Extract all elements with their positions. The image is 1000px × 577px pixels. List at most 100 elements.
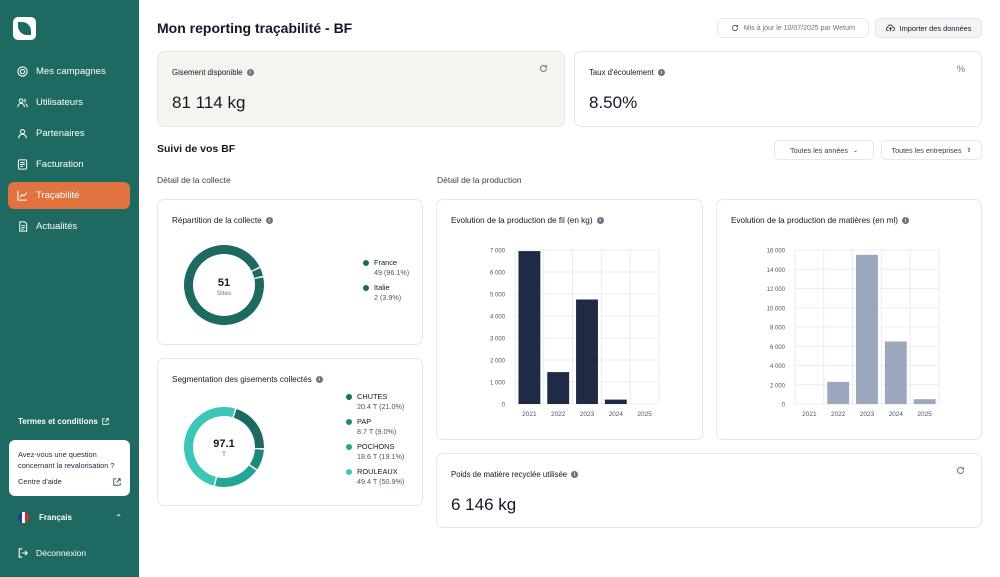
external-link-icon bbox=[113, 477, 121, 486]
france-flag-icon bbox=[18, 512, 29, 523]
sidebar-item-mes-campagnes[interactable]: Mes campagnes bbox=[8, 58, 130, 85]
info-icon[interactable]: i bbox=[571, 471, 579, 478]
filter-years-select[interactable]: Toutes les années ⌄ bbox=[774, 140, 874, 160]
info-icon[interactable]: i bbox=[315, 376, 323, 383]
update-status-button[interactable]: Mis à jour le 10/07/2025 par Weturn bbox=[717, 18, 869, 38]
y-tick-label: 7 000 bbox=[490, 249, 506, 255]
kpi-value: 8.50% bbox=[589, 93, 638, 112]
app-logo[interactable] bbox=[13, 17, 36, 40]
x-tick-label: 2021 bbox=[802, 411, 817, 418]
leaf-icon bbox=[18, 22, 31, 35]
refresh-icon[interactable] bbox=[539, 64, 548, 73]
kpi-label: Poids de matière recyclée utilisée i bbox=[451, 470, 579, 479]
sidebar-item-tra-abilit-[interactable]: Traçabilité bbox=[8, 182, 130, 209]
x-tick-label: 2024 bbox=[609, 411, 624, 418]
bar-2025[interactable] bbox=[913, 399, 936, 404]
refresh-icon[interactable] bbox=[956, 466, 965, 475]
bar-2022[interactable] bbox=[547, 372, 570, 404]
production-subtitle: Détail de la production bbox=[437, 175, 522, 185]
sidebar-item-partenaires[interactable]: Partenaires bbox=[8, 120, 130, 147]
fil-bar-chart: 0 1 000 2 000 3 000 4 000 5 000 6 000 7 000 2021… bbox=[490, 249, 660, 418]
sidebar-item-label: Mes campagnes bbox=[36, 66, 106, 77]
y-tick-label: 1 000 bbox=[490, 381, 506, 387]
repartition-card: Répartition de la collecte i 51 Sites Fra… bbox=[157, 199, 423, 345]
donut-center: 97.1 T bbox=[199, 438, 249, 458]
kpi-label-text: Gisement disponible bbox=[172, 68, 243, 77]
kpi-label: Gisement disponible i bbox=[172, 68, 254, 77]
x-tick-label: 2024 bbox=[889, 411, 904, 418]
info-icon[interactable]: i bbox=[902, 217, 910, 224]
y-tick-label: 8 000 bbox=[770, 326, 786, 332]
legend-value: 49.4 T (50.9%) bbox=[357, 477, 405, 486]
donut-slice-pochons[interactable] bbox=[215, 465, 257, 487]
update-status-label: Mis à jour le 10/07/2025 par Weturn bbox=[743, 24, 856, 32]
sidebar-item-label: Partenaires bbox=[36, 128, 85, 139]
info-icon[interactable]: i bbox=[596, 217, 604, 224]
info-icon[interactable]: i bbox=[265, 217, 273, 224]
logout-label: Déconnexion bbox=[36, 548, 87, 558]
sidebar-item-label: Actualités bbox=[36, 221, 78, 232]
import-data-label: Importer des données bbox=[899, 23, 972, 33]
sidebar-item-actualit-s[interactable]: Actualités bbox=[8, 213, 130, 240]
x-tick-label: 2023 bbox=[580, 411, 595, 418]
filter-companies-select[interactable]: Toutes les entreprises ⇕ bbox=[881, 140, 982, 160]
external-link-icon bbox=[102, 418, 109, 425]
chart-title: Evolution de la production de fil (en kg… bbox=[451, 216, 604, 225]
donut-slice-italie[interactable] bbox=[252, 267, 263, 278]
segmentation-card: Segmentation des gisements collectés i 97… bbox=[157, 358, 423, 506]
sidebar-item-label: Traçabilité bbox=[36, 190, 80, 201]
donut-slice-pap[interactable] bbox=[249, 449, 264, 470]
y-tick-label: 12 000 bbox=[767, 287, 786, 293]
import-data-button[interactable]: Importer des données bbox=[875, 18, 982, 38]
bar-2023[interactable] bbox=[576, 299, 598, 405]
donut-center-value: 51 bbox=[217, 277, 231, 289]
bar-2021[interactable] bbox=[518, 251, 541, 404]
legend-item: France 49 (96.1%) bbox=[363, 258, 409, 278]
bar-2023[interactable] bbox=[856, 254, 878, 404]
fil-chart-title: Evolution de la production de fil (en kg… bbox=[451, 216, 593, 225]
sidebar-item-utilisateurs[interactable]: Utilisateurs bbox=[8, 89, 130, 116]
donut-center-value: 97.1 bbox=[213, 438, 235, 450]
chart-title: Evolution de la production de matières (… bbox=[731, 216, 910, 225]
production-matieres-card: Evolution de la production de matières (… bbox=[716, 199, 982, 440]
legend-item: PAP 8.7 T (9.0%) bbox=[346, 417, 404, 437]
invoice-icon bbox=[17, 159, 28, 170]
info-icon[interactable]: i bbox=[246, 69, 254, 76]
bar-2024[interactable] bbox=[884, 341, 907, 404]
sidebar-item-facturation[interactable]: Facturation bbox=[8, 151, 130, 178]
info-icon[interactable]: i bbox=[657, 69, 665, 76]
chart-title: Répartition de la collecte i bbox=[172, 216, 273, 225]
terms-link[interactable]: Termes et conditions bbox=[18, 417, 109, 426]
legend-value: 2 (3.9%) bbox=[374, 293, 402, 302]
repartition-legend: France 49 (96.1%) Italie 2 (3.9%) bbox=[363, 258, 409, 308]
chevron-updown-icon: ⌃ bbox=[115, 513, 122, 522]
bar-2022[interactable] bbox=[827, 381, 850, 404]
legend-swatch bbox=[346, 419, 352, 425]
cloud-upload-icon bbox=[885, 24, 895, 32]
logout-button[interactable]: Déconnexion bbox=[18, 548, 86, 558]
terms-label: Termes et conditions bbox=[18, 417, 98, 426]
legend-name: CHUTES bbox=[357, 392, 388, 401]
main-content: Mon reporting traçabilité - BF Mis à jou… bbox=[139, 0, 1000, 577]
legend-swatch bbox=[346, 394, 352, 400]
sidebar-nav: Mes campagnes Utilisateurs Partenaires Fact… bbox=[8, 58, 130, 244]
filter-companies-label: Toutes les entreprises bbox=[891, 145, 962, 155]
donut-center-unit: T bbox=[222, 451, 226, 458]
kpi-label-text: Taux d'écoulement bbox=[589, 68, 654, 77]
legend-name: POCHONS bbox=[357, 442, 395, 451]
kpi-value: 81 114 kg bbox=[172, 93, 246, 112]
bar-2024[interactable] bbox=[604, 399, 627, 404]
donut-slice-chutes[interactable] bbox=[233, 409, 264, 449]
language-selector[interactable]: Français ⌃ bbox=[18, 512, 122, 523]
percent-icon: % bbox=[956, 64, 965, 74]
chevron-updown-icon: ⇕ bbox=[966, 147, 972, 154]
legend-value: 20.4 T (21.0%) bbox=[357, 402, 405, 411]
legend-item: CHUTES 20.4 T (21.0%) bbox=[346, 392, 404, 412]
legend-item: ROULEAUX 49.4 T (50.9%) bbox=[346, 467, 404, 487]
repartition-donut bbox=[184, 244, 264, 325]
help-center-link[interactable]: Centre d'aide bbox=[18, 477, 121, 486]
kpi-value: 6 146 kg bbox=[451, 495, 517, 514]
x-tick-label: 2021 bbox=[522, 411, 537, 418]
donut-center-unit: Sites bbox=[216, 290, 232, 297]
donut-slice-rouleaux[interactable] bbox=[184, 407, 236, 486]
